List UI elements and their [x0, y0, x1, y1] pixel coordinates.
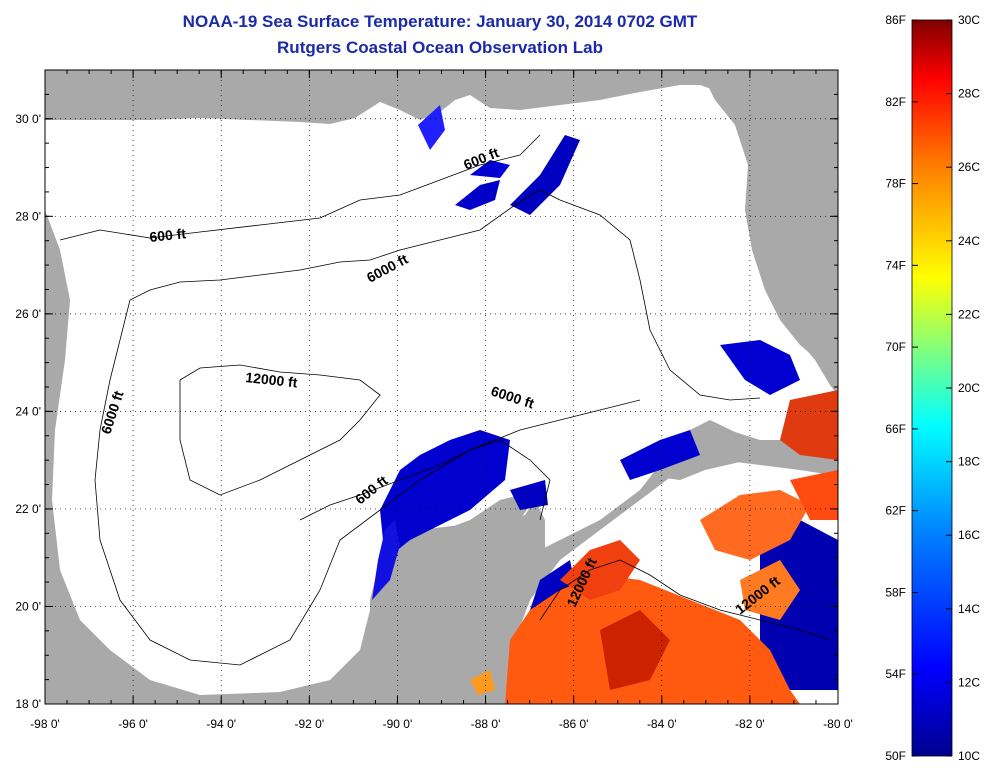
colorbar-f-label: 54F — [885, 667, 906, 681]
latitude-tick-label: 28 0' — [15, 209, 41, 223]
colorbar-f-label: 86F — [885, 13, 906, 27]
colorbar-c-label: 14C — [958, 602, 980, 616]
colorbar-c-label: 28C — [958, 87, 980, 101]
colorbar-f-label: 78F — [885, 177, 906, 191]
isobath-contours — [59, 134, 831, 666]
isobath-600ft — [59, 134, 541, 241]
colorbar-f-label: 62F — [885, 504, 906, 518]
map-title: NOAA-19 Sea Surface Temperature: January… — [182, 12, 698, 31]
longitude-tick-label: -82 0' — [735, 717, 765, 731]
colorbar-f-label: 50F — [885, 749, 906, 763]
latitude-tick-label: 22 0' — [15, 502, 41, 516]
florida — [700, 70, 838, 362]
colorbar-c-label: 12C — [958, 675, 980, 689]
latitude-labels: 30 0' 28 0' 26 0' 24 0' 22 0' 20 0' 18 0' — [15, 112, 41, 711]
map-subtitle: Rutgers Coastal Ocean Observation Lab — [277, 38, 603, 57]
longitude-tick-label: -84 0' — [647, 717, 677, 731]
colorbar-f-label: 74F — [885, 258, 906, 272]
colorbar-c-label: 30C — [958, 13, 980, 27]
contour-label: 600 ft — [149, 225, 187, 245]
longitude-tick-label: -94 0' — [206, 717, 236, 731]
colorbar-c-label: 26C — [958, 160, 980, 174]
graticule — [45, 70, 838, 704]
map-area: 600 ft 600 ft 600 ft 6000 ft 6000 ft 600… — [45, 70, 838, 704]
isobath-12000ft-caribbean — [539, 559, 831, 641]
sst-data-warm — [470, 390, 838, 704]
longitude-tick-label: -88 0' — [471, 717, 501, 731]
longitude-tick-label: -90 0' — [383, 717, 413, 731]
colorbar-c-label: 24C — [958, 234, 980, 248]
isobath-600ft-yucatan — [299, 439, 551, 521]
yucatan-peninsula — [370, 500, 545, 704]
colorbar-gradient — [911, 19, 953, 757]
colorbar: 86F 82F 78F 74F 70F 66F 62F 58F 54F 50F 30C 28C 26C… — [885, 13, 980, 763]
gulf-water — [45, 85, 838, 695]
longitude-tick-label: -92 0' — [295, 717, 325, 731]
colorbar-c-label: 20C — [958, 381, 980, 395]
longitude-tick-label: -96 0' — [118, 717, 148, 731]
longitude-labels: -98 0' -96 0' -94 0' -92 0' -90 0' -88 0' -86 … — [30, 717, 853, 731]
colorbar-c-label: 16C — [958, 528, 980, 542]
latitude-tick-label: 30 0' — [15, 112, 41, 126]
isobath-6000ft — [99, 189, 761, 431]
colorbar-f-label: 70F — [885, 340, 906, 354]
colorbar-celsius-labels: 30C 28C 26C 24C 22C 20C 18C 16C 14C 12C 10C — [946, 13, 980, 763]
colorbar-c-label: 10C — [958, 749, 980, 763]
colorbar-c-label: 22C — [958, 307, 980, 321]
colorbar-f-label: 58F — [885, 585, 906, 599]
longitude-tick-label: -80 0' — [823, 717, 853, 731]
latitude-tick-label: 20 0' — [15, 599, 41, 613]
axis-ticks — [44, 69, 839, 705]
contour-label: 12000 ft — [245, 369, 299, 390]
colorbar-fahrenheit-labels: 86F 82F 78F 74F 70F 66F 62F 58F 54F 50F — [885, 13, 918, 763]
isobath-12000ft — [179, 364, 381, 496]
longitude-tick-label: -98 0' — [30, 717, 60, 731]
isobath-6000ft-west — [94, 399, 641, 666]
colorbar-f-label: 66F — [885, 422, 906, 436]
cuba — [660, 443, 838, 480]
longitude-tick-label: -86 0' — [559, 717, 589, 731]
sst-data-cold — [372, 105, 838, 690]
latitude-tick-label: 24 0' — [15, 404, 41, 418]
colorbar-c-label: 18C — [958, 455, 980, 469]
latitude-tick-label: 26 0' — [15, 307, 41, 321]
latitude-tick-label: 18 0' — [15, 697, 41, 711]
colorbar-f-label: 82F — [885, 95, 906, 109]
